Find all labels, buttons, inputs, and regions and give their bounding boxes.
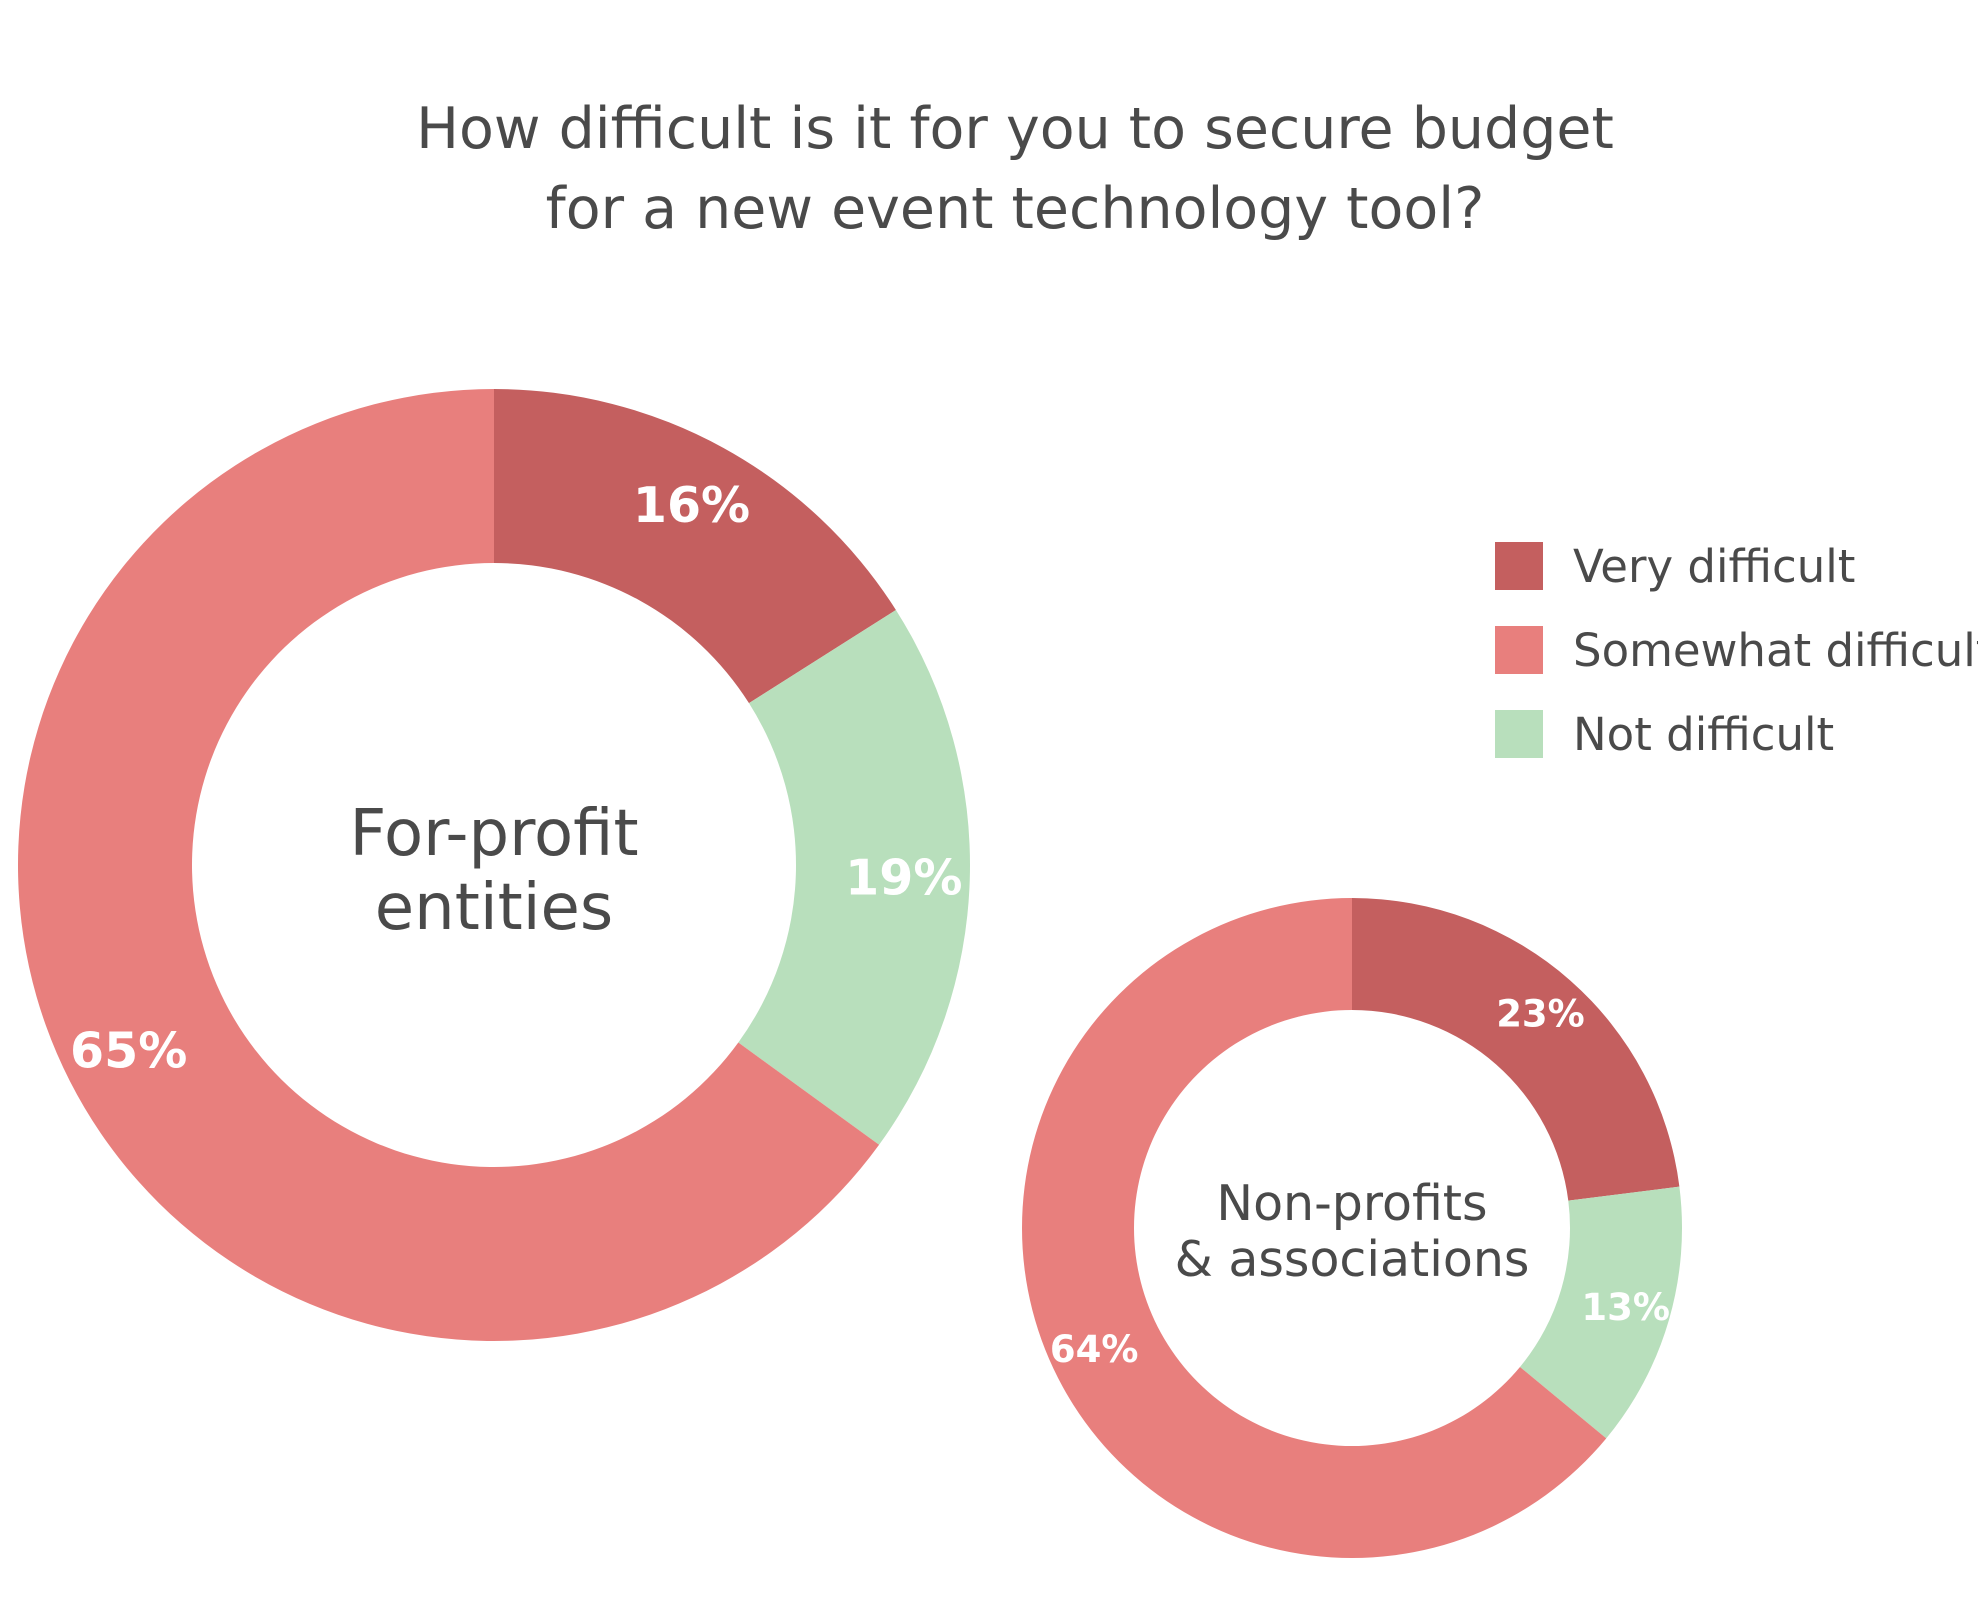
legend-swatch-very-difficult [1495, 542, 1543, 590]
legend-label-somewhat-difficult: Somewhat difficult [1573, 624, 1978, 677]
donut-slice-non-profits-not-difficult [1519, 1186, 1682, 1439]
center-label-for-profit-line-1: For-profit [349, 797, 638, 871]
donut-slice-non-profits-very-difficult [1352, 898, 1680, 1201]
donut-slice-for-profit-somewhat-difficult [17, 389, 880, 1342]
legend-swatch-not-difficult [1495, 710, 1543, 758]
center-label-for-profit-line-2: entities [375, 871, 613, 945]
legend-item-not-difficult: Not difficult [1495, 708, 1834, 761]
center-label-non-profits-line-2: & associations [1175, 1231, 1530, 1288]
legend-swatch-somewhat-difficult [1495, 626, 1543, 674]
slice-label-non-profits-not-difficult: 13% [1581, 1286, 1670, 1329]
legend-item-very-difficult: Very difficult [1495, 540, 1855, 593]
legend-label-not-difficult: Not difficult [1573, 708, 1834, 761]
slice-label-non-profits-somewhat-difficult: 64% [1050, 1328, 1139, 1371]
chart-title-line-2: for a new event technology tool? [546, 176, 1485, 242]
slice-label-non-profits-very-difficult: 23% [1496, 993, 1585, 1036]
slice-label-for-profit-somewhat-difficult: 65% [70, 1023, 187, 1080]
chart-title-line-1: How difficult is it for you to secure bu… [416, 96, 1614, 162]
donut-chart-non-profits: 23% 13% 64% Non-profits& associations [1022, 897, 1682, 1558]
slice-label-for-profit-very-difficult: 16% [633, 477, 750, 534]
center-label-non-profits-line-1: Non-profits [1216, 1175, 1487, 1232]
donut-slice-for-profit-not-difficult [738, 609, 970, 1145]
donut-slice-for-profit-very-difficult [494, 389, 896, 704]
donut-slice-non-profits-somewhat-difficult [1022, 897, 1607, 1558]
slice-label-for-profit-not-difficult: 19% [845, 849, 962, 906]
legend: Very difficult Somewhat difficult Not di… [1495, 540, 1978, 761]
legend-item-somewhat-difficult: Somewhat difficult [1495, 624, 1978, 677]
legend-label-very-difficult: Very difficult [1573, 540, 1855, 593]
